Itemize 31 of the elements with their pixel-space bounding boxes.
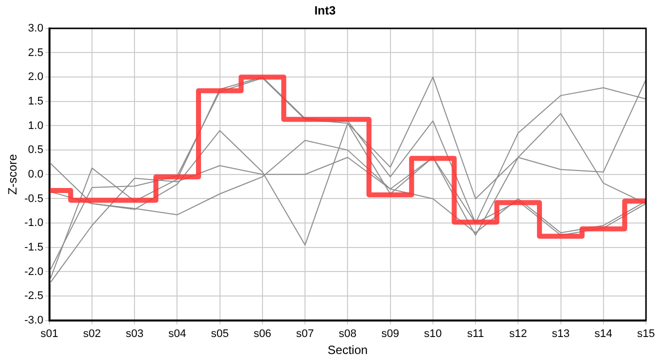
y-tick-label: -1.5 [24,241,44,254]
y-tick-label: -0.5 [24,192,44,205]
chart-title: Int3 [314,4,336,18]
y-tick-label: -2.0 [24,266,44,278]
y-tick-label: -2.5 [24,290,44,302]
y-tick-label: -3.0 [24,314,44,326]
x-tick-label: s01 [40,328,58,340]
x-tick-label: s07 [296,328,314,340]
y-tick-label: 2.0 [28,71,44,84]
x-tick-label: s10 [424,328,442,340]
x-tick-label: s12 [509,328,528,340]
x-tick-label: s05 [210,328,229,340]
x-tick-label: s08 [338,328,357,340]
x-tick-label: s03 [126,328,144,340]
x-tick-label: s15 [637,328,655,340]
x-tick-label: s02 [83,328,101,340]
x-tick-label: s04 [168,328,186,340]
x-tick-label: s06 [254,328,272,340]
y-tick-label: 2.5 [28,46,44,59]
y-tick-label: 1.0 [28,120,44,132]
y-tick-label: 1.5 [28,95,44,108]
x-tick-label: s13 [552,328,570,340]
y-tick-label: 0.5 [28,144,44,156]
x-tick-label: s11 [467,328,484,340]
x-axis-title: Section [328,343,368,358]
y-tick-label: -1.0 [24,217,44,230]
y-tick-label: 3.0 [28,22,44,34]
x-tick-label: s14 [594,328,612,340]
x-tick-label: s09 [381,328,400,340]
y-axis-title: Z-score [6,154,20,195]
y-tick-label: 0.0 [28,168,44,180]
